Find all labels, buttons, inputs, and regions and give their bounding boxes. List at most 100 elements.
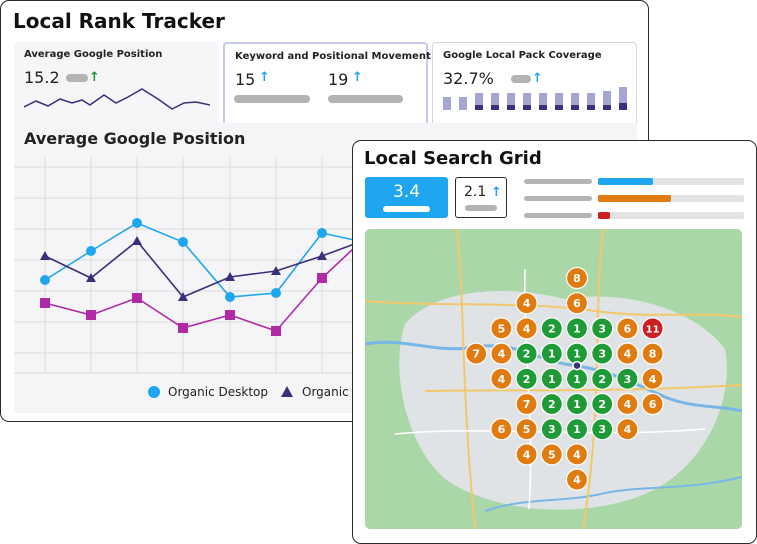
grid-pin-rank: 5 [523, 423, 531, 436]
grid-pin[interactable]: 8 [565, 266, 589, 290]
grid-pin[interactable]: 6 [565, 292, 589, 315]
keyword-movement-card[interactable]: Keyword and Positional Movement 15 ↑ 19 … [223, 42, 431, 126]
legend-organic-desktop: Organic Desktop [168, 385, 268, 399]
panel-title: Local Search Grid [364, 148, 542, 169]
grid-pin[interactable]: 8 [641, 342, 664, 365]
grid-pin[interactable]: 7 [465, 342, 488, 365]
grid-map[interactable]: 8 4 6 5 4 2 1 3 6 11 7 4 2 1 1 3 4 8 4 2 1 1 2 3 4 7 2 1 2 4 6 6 5 3 1 3 4 4 5… [365, 229, 742, 529]
grid-pin[interactable]: 4 [616, 418, 639, 441]
up-arrow-icon: ↑ [89, 70, 100, 85]
local-pack-coverage-card[interactable]: Google Local Pack Coverage 32.7% ↑ [432, 42, 637, 126]
grid-pin[interactable]: 2 [540, 392, 563, 416]
grid-pin[interactable]: 3 [591, 418, 614, 441]
grid-pin[interactable]: 4 [490, 367, 513, 390]
average-rank-box[interactable]: 3.4 [365, 177, 448, 218]
bar-fill [598, 178, 654, 185]
grid-pin[interactable]: 5 [515, 418, 538, 441]
sparkline [24, 88, 210, 110]
grid-pin[interactable]: 1 [540, 367, 563, 390]
grid-pin[interactable]: 1 [565, 392, 589, 416]
coverage-bars [443, 87, 627, 110]
panel-title: Local Rank Tracker [13, 9, 225, 33]
secondary-rank-box[interactable]: 2.1 ↑ [455, 177, 507, 218]
grid-pin[interactable]: 3 [540, 418, 563, 441]
desktop-point [132, 218, 142, 228]
grid-pin-rank: 11 [646, 324, 660, 335]
card-title: Keyword and Positional Movement [235, 51, 431, 62]
grid-pin[interactable]: 4 [565, 468, 589, 491]
grid-pin[interactable]: 2 [591, 392, 614, 416]
grid-pin[interactable]: 4 [490, 342, 513, 365]
third-series-point [178, 323, 188, 333]
bar-fill [598, 212, 610, 219]
grid-pin-rank: 4 [498, 373, 506, 386]
desktop-point [225, 292, 235, 302]
grid-pin-rank: 1 [573, 322, 581, 335]
desktop-point [271, 288, 281, 298]
grid-pin-rank: 5 [498, 322, 506, 335]
grid-pin[interactable]: 5 [490, 317, 513, 340]
average-position-card[interactable]: Average Google Position 15.2 ↑ [14, 42, 219, 126]
grid-pin-rank: 7 [472, 348, 480, 361]
grid-pin-rank: 2 [548, 322, 556, 335]
grid-pin-rank: 8 [649, 348, 657, 361]
grid-pin-rank: 5 [548, 448, 556, 461]
organic-point [271, 266, 281, 275]
card-title: Average Google Position [24, 49, 163, 60]
grid-pin[interactable]: 5 [540, 443, 563, 466]
up-arrow-icon: ↑ [259, 70, 270, 85]
organic-point [225, 272, 235, 281]
legend-organic: Organic [302, 385, 349, 399]
third-series-point [225, 310, 235, 320]
grid-pin-rank: 2 [523, 373, 531, 386]
average-rank-value: 3.4 [392, 182, 421, 202]
legend-circle-icon [148, 386, 160, 398]
grid-pin-rank: 3 [548, 423, 556, 436]
card-title: Google Local Pack Coverage [443, 50, 602, 61]
grid-pin[interactable]: 1 [565, 317, 589, 340]
up-arrow-icon: ↑ [352, 70, 363, 85]
desktop-point [86, 246, 96, 256]
grid-pin[interactable]: 4 [641, 367, 664, 390]
grid-pin[interactable]: 3 [591, 317, 614, 340]
grid-pin[interactable]: 3 [591, 342, 614, 365]
grid-pin[interactable]: 6 [641, 392, 664, 416]
chart-title: Average Google Position [24, 129, 246, 148]
third-series-point [271, 326, 281, 336]
grid-pin[interactable]: 1 [540, 342, 563, 365]
grid-pin[interactable]: 2 [540, 317, 563, 340]
location-marker-icon [572, 360, 582, 371]
grid-pin[interactable]: 2 [515, 367, 538, 390]
grid-pin-rank: 4 [624, 423, 632, 436]
grid-pin-rank: 8 [573, 272, 581, 285]
grid-pin-rank: 2 [523, 348, 531, 361]
grid-pin-rank: 4 [523, 297, 531, 310]
grid-pin[interactable]: 1 [565, 418, 589, 441]
grid-pin[interactable]: 2 [515, 342, 538, 365]
grid-pin[interactable]: 11 [641, 317, 664, 340]
grid-pin-rank: 3 [598, 423, 606, 436]
organic-point [178, 292, 188, 301]
grid-pin[interactable]: 4 [515, 317, 538, 340]
rank-distribution-bar [598, 212, 744, 219]
grid-pin[interactable]: 1 [565, 367, 589, 390]
grid-pin-rank: 2 [598, 398, 606, 411]
grid-pin[interactable]: 3 [616, 367, 639, 390]
grid-pin[interactable]: 4 [616, 392, 639, 416]
row-label-bar [524, 213, 592, 218]
grid-pin[interactable]: 6 [616, 317, 639, 340]
grid-pin-rank: 4 [498, 348, 506, 361]
grid-pin-rank: 2 [598, 373, 606, 386]
grid-pin[interactable]: 7 [515, 392, 538, 416]
grid-pin[interactable]: 4 [515, 443, 538, 466]
third-series-point [40, 298, 50, 308]
grid-pin-rank: 6 [573, 297, 581, 310]
grid-pin[interactable]: 6 [490, 418, 513, 441]
grid-pin[interactable]: 2 [591, 367, 614, 390]
grid-pin[interactable]: 4 [616, 342, 639, 365]
grid-pin[interactable]: 1 [565, 342, 589, 365]
legend-triangle-icon [281, 386, 293, 397]
grid-pin-rank: 3 [624, 373, 632, 386]
grid-pin[interactable]: 4 [565, 443, 589, 466]
grid-pin[interactable]: 4 [515, 292, 538, 315]
